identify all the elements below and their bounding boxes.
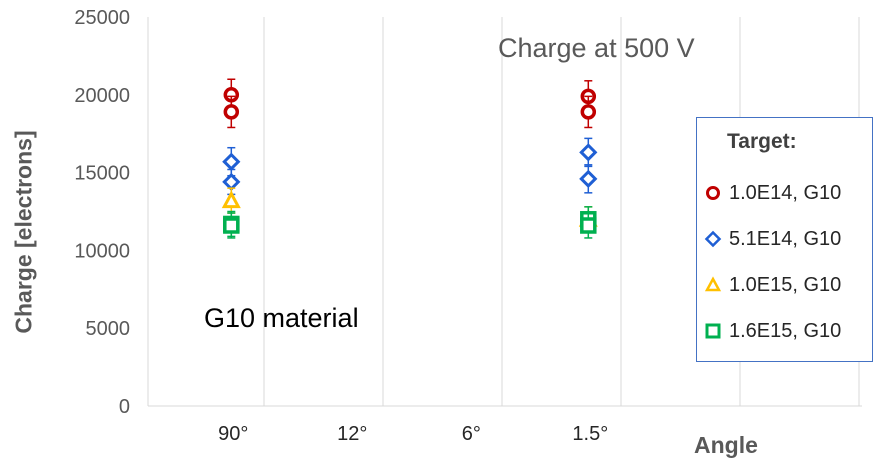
y-tick-label: 0 [119,396,130,418]
y-tick-label: 10000 [74,240,130,262]
legend-item-0: 1.0E14, G10 [703,178,841,208]
data-point-circle [580,104,597,120]
x-tick-label: 6° [462,423,481,445]
triangle-marker-icon [704,276,722,292]
data-point-diamond [222,152,241,171]
legend-item-2: 1.0E15, G10 [703,270,841,300]
y-tick-label: 15000 [74,163,130,185]
legend-label: 1.0E15, G10 [729,273,842,296]
data-point-diamond [579,169,598,188]
y-tick-label: 20000 [74,85,130,107]
legend-label: 1.6E15, G10 [729,319,842,342]
data-point-diamond [579,143,598,162]
legend-title: Target: [727,130,797,153]
legend: Target: 1.0E14, G10 5.1E14, G10 1.0E15, … [696,117,873,362]
x-tick-label: 12° [337,423,367,445]
x-tick-label: 90° [218,423,248,445]
data-point-square [580,217,597,234]
y-axis-label: Charge [electrons] [10,130,37,334]
y-tick-label: 25000 [74,7,130,29]
x-axis-label: Angle [694,432,758,458]
y-tick-label: 5000 [86,318,131,340]
legend-label: 1.0E14, G10 [729,181,842,204]
annotation-material: G10 material [204,303,359,333]
legend-label: 5.1E14, G10 [729,227,842,250]
legend-item-1: 5.1E14, G10 [703,224,841,254]
diamond-marker-icon [704,230,722,248]
data-point-square [223,217,240,234]
legend-item-3: 1.6E15, G10 [703,316,841,346]
data-point-triangle [221,190,241,209]
data-point-diamond [222,172,241,192]
x-tick-label: 1.5° [572,423,608,445]
annotation-charge: Charge at 500 V [498,33,695,63]
square-marker-icon [705,323,721,339]
data-point-circle [223,104,240,120]
circle-marker-icon [706,186,720,200]
